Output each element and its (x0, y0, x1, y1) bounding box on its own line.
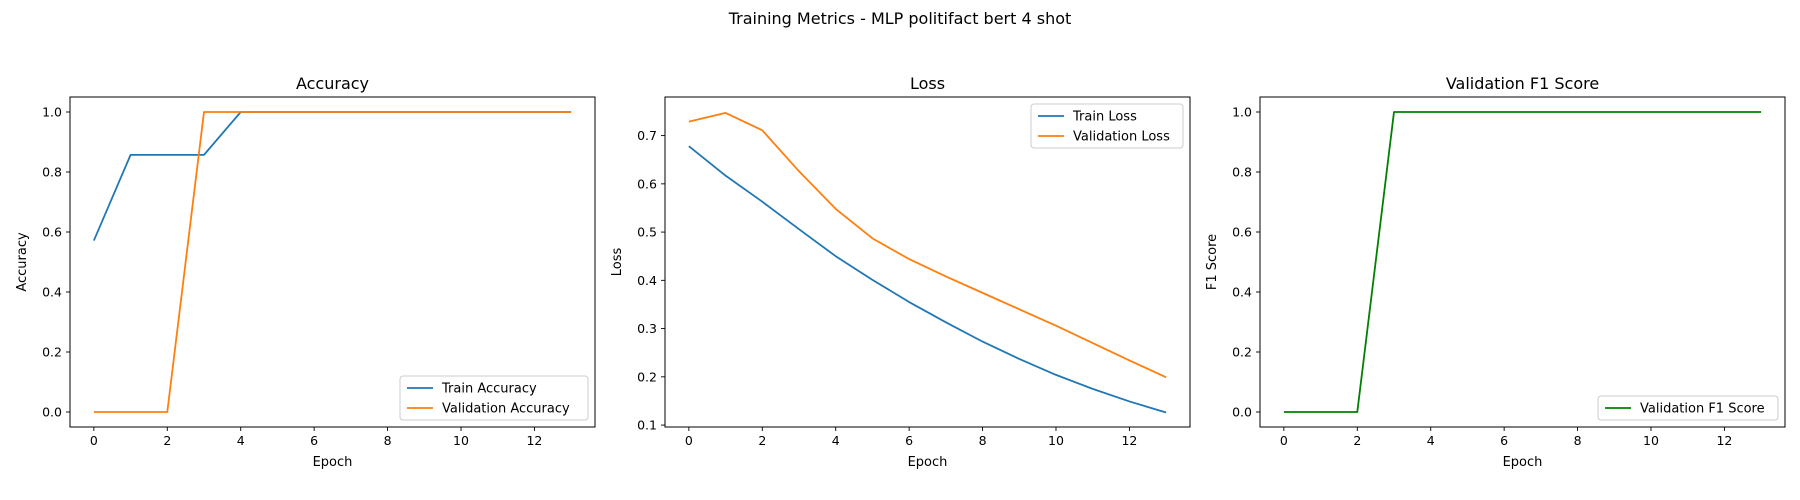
y-tick-label: 0.6 (637, 176, 657, 191)
y-tick-label: 0.3 (637, 321, 657, 336)
x-tick-label: 2 (163, 433, 171, 448)
x-axis-label: Epoch (1503, 455, 1543, 470)
legend-box (1597, 395, 1779, 421)
y-tick-label: 0.0 (42, 405, 62, 420)
series-line-2 (93, 111, 572, 413)
y-tick-label: 0.8 (42, 165, 62, 180)
plot-frame (69, 96, 596, 428)
x-tick-label: 2 (1353, 433, 1361, 448)
x-tick-label: 4 (237, 433, 245, 448)
x-tick-label: 10 (1643, 433, 1659, 448)
y-tick-label: 0.6 (1232, 225, 1252, 240)
x-tick-label: 8 (384, 433, 392, 448)
y-tick-label: 0.6 (42, 225, 62, 240)
y-tick-label: 1.0 (1232, 105, 1252, 120)
x-axis-label: Epoch (313, 455, 353, 470)
legend: Train Accuracy Validation Accuracy (399, 375, 589, 421)
x-tick-label: 6 (1500, 433, 1508, 448)
x-tick-label: 0 (685, 433, 693, 448)
x-tick-label: 12 (1121, 433, 1137, 448)
x-tick-label: 0 (90, 433, 98, 448)
y-tick-label: 0.1 (637, 418, 657, 433)
y-tick-label: 0.4 (637, 273, 657, 288)
chart-panel-2: Loss 0 2 4 6 8 10 12 0.1 0.2 0.3 0.4 0.5 0.6 0.7 Epoch L… (610, 74, 1191, 470)
x-axis-label: Epoch (908, 455, 948, 470)
series-line-2 (688, 112, 1167, 379)
plot-frame (664, 96, 1191, 428)
y-tick-label: 0.4 (1232, 285, 1252, 300)
y-tick-label: 0.2 (42, 345, 62, 360)
y-tick-label: 0.0 (1232, 405, 1252, 420)
chart-panel-1: Accuracy 0 2 4 6 8 10 12 0.0 0.2 0.4 0.6 0.8 1.0 Epoch… (15, 74, 596, 470)
panel-title: Validation F1 Score (1446, 74, 1599, 93)
y-axis-label: Loss (610, 248, 625, 277)
y-tick-label: 1.0 (42, 105, 62, 120)
legend: Validation F1 Score (1597, 395, 1779, 421)
legend: Train Loss Validation Loss (1030, 103, 1184, 149)
x-tick-label: 12 (526, 433, 542, 448)
chart-panel-3: Validation F1 Score 0 2 4 6 8 10 12 0.0 0.2 0.4 0.6… (1205, 74, 1786, 470)
panel-title: Loss (910, 74, 945, 93)
x-tick-label: 0 (1280, 433, 1288, 448)
series-line-1 (688, 145, 1167, 414)
y-tick-label: 0.5 (637, 225, 657, 240)
legend-label: Validation Loss (1073, 130, 1170, 145)
legend-box (1030, 103, 1184, 149)
x-tick-label: 12 (1716, 433, 1732, 448)
y-tick-label: 0.2 (637, 369, 657, 384)
plot-frame (1259, 96, 1786, 428)
x-tick-label: 8 (979, 433, 987, 448)
x-tick-label: 10 (1048, 433, 1064, 448)
legend-label: Validation F1 Score (1640, 402, 1765, 417)
x-tick-label: 6 (905, 433, 913, 448)
y-axis-label: F1 Score (1205, 234, 1220, 290)
y-tick-label: 0.4 (42, 285, 62, 300)
legend-box (399, 375, 589, 421)
series-line-1 (93, 111, 572, 241)
x-tick-label: 4 (1427, 433, 1435, 448)
panel-title: Accuracy (296, 74, 369, 93)
x-tick-label: 6 (310, 433, 318, 448)
x-tick-label: 10 (453, 433, 469, 448)
x-tick-label: 8 (1574, 433, 1582, 448)
x-tick-label: 2 (758, 433, 766, 448)
y-tick-label: 0.7 (637, 128, 657, 143)
x-tick-label: 4 (832, 433, 840, 448)
y-axis-label: Accuracy (15, 232, 30, 292)
series-line-1 (1283, 111, 1762, 413)
figure-title: Training Metrics - MLP politifact bert 4… (728, 9, 1072, 28)
y-tick-label: 0.2 (1232, 345, 1252, 360)
legend-label: Validation Accuracy (442, 402, 570, 417)
legend-label: Train Accuracy (441, 382, 537, 397)
y-tick-label: 0.8 (1232, 165, 1252, 180)
legend-label: Train Loss (1072, 110, 1137, 125)
